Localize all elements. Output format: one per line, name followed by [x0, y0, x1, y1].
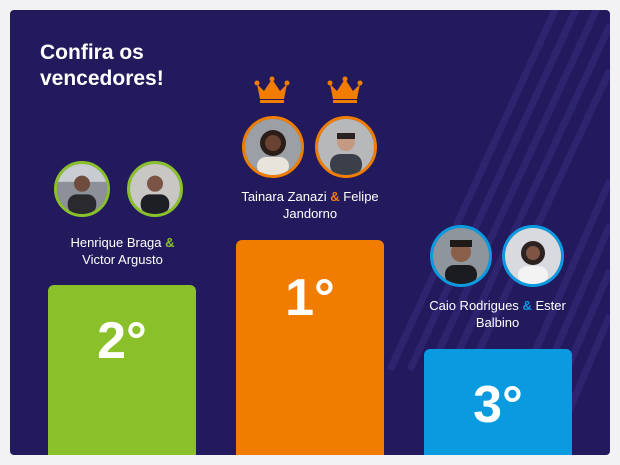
rank-first: 1°	[285, 269, 335, 327]
podium-first: 1°	[236, 240, 384, 455]
podium-third: 3°	[424, 349, 572, 455]
rank-second: 2°	[97, 312, 147, 370]
podium-second: 2°	[48, 285, 196, 455]
avatar-henrique	[54, 161, 110, 217]
rank-third: 3°	[473, 376, 523, 434]
winners-card: Confira os vencedores! Henrique Braga & …	[10, 10, 610, 455]
ampersand-second: &	[165, 235, 175, 250]
avatar-felipe	[315, 116, 377, 178]
crown-icon	[254, 76, 290, 103]
name-henrique: Henrique Braga	[70, 235, 162, 250]
name-victor: Victor Argusto	[82, 252, 163, 267]
name-tainara: Tainara Zanazi	[241, 189, 327, 204]
names-second: Henrique Braga & Victor Argusto	[40, 234, 205, 268]
avatar-victor	[127, 161, 183, 217]
avatar-ester	[502, 225, 564, 287]
name-caio: Caio Rodrigues	[429, 298, 519, 313]
names-first: Tainara Zanazi & Felipe Jandorno	[225, 188, 395, 222]
crown-icon	[327, 76, 363, 103]
avatar-tainara	[242, 116, 304, 178]
ampersand-third: &	[522, 298, 532, 313]
names-third: Caio Rodrigues & Ester Balbino	[415, 297, 580, 331]
avatar-caio	[430, 225, 492, 287]
name-ester: Ester Balbino	[475, 298, 566, 330]
name-felipe: Felipe Jandorno	[282, 189, 379, 221]
ampersand-first: &	[330, 189, 340, 204]
page-title: Confira os vencedores!	[40, 41, 164, 90]
